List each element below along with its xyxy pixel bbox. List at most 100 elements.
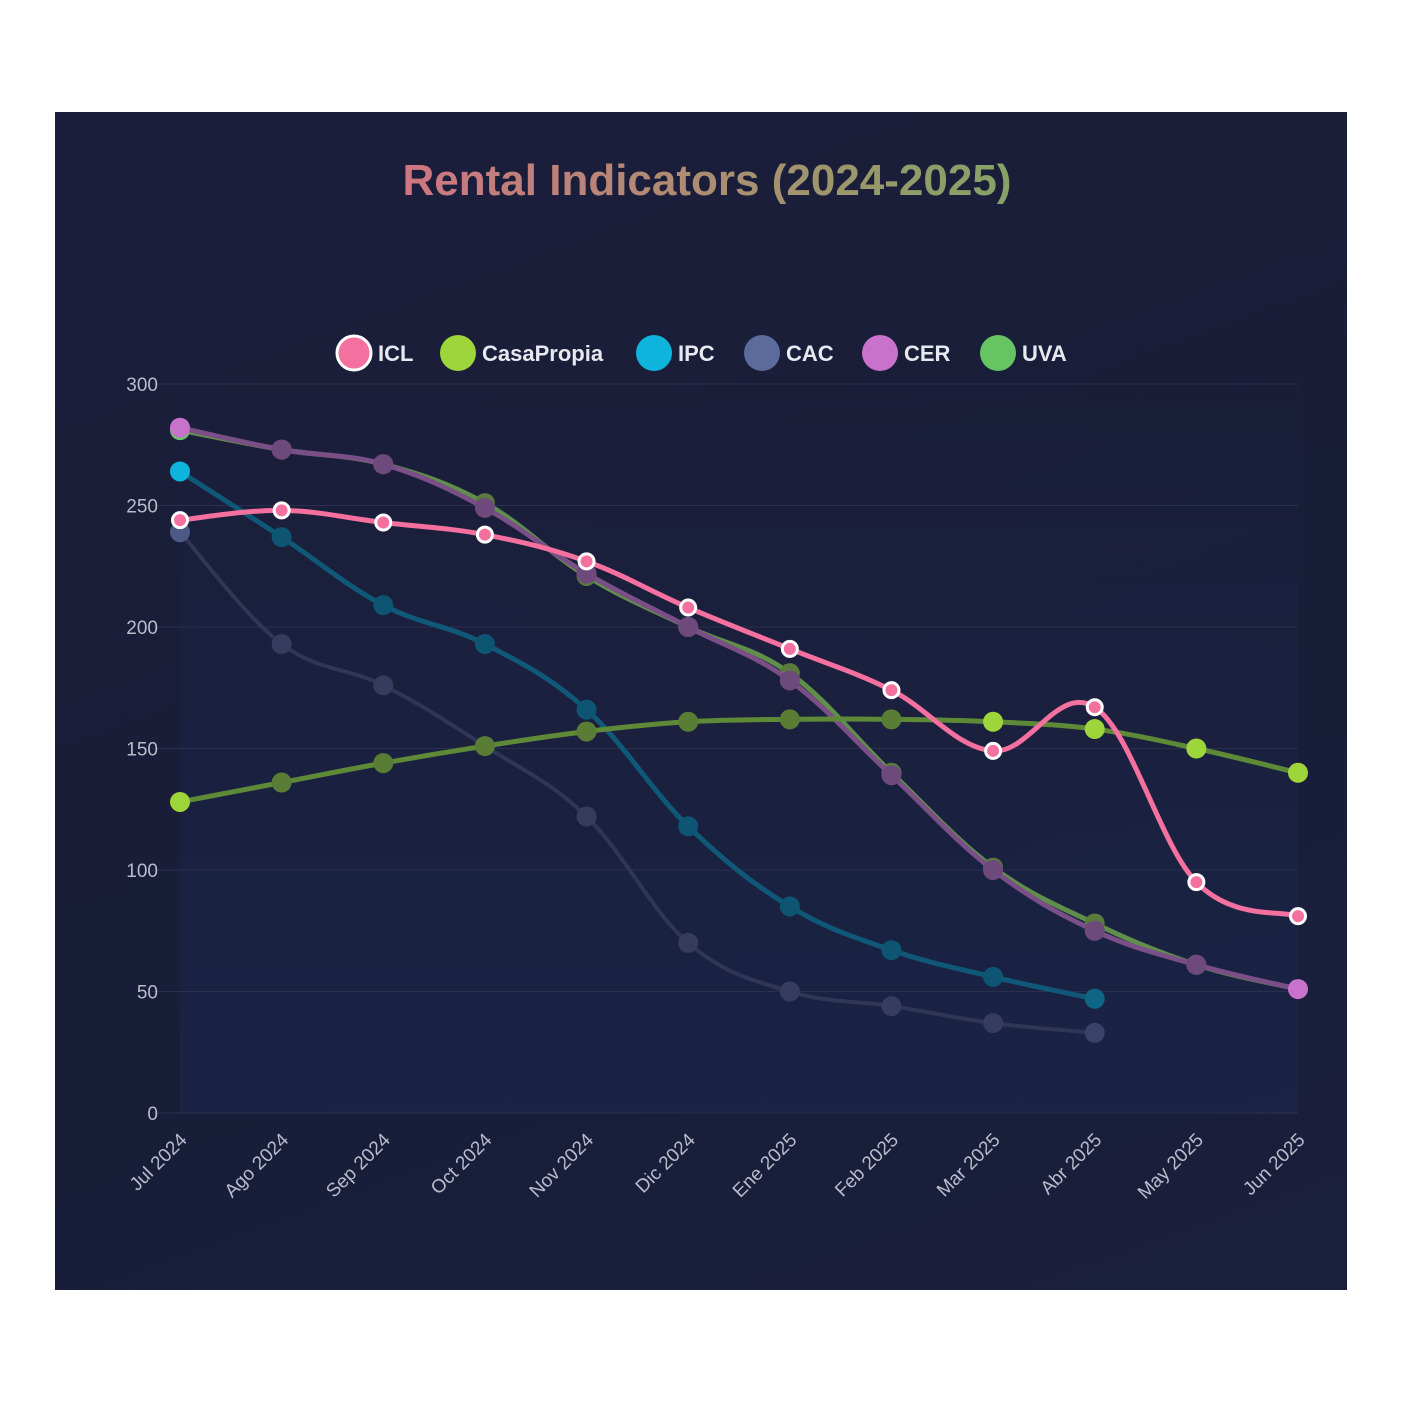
y-tick-label: 100 xyxy=(126,861,158,882)
x-tick-label: Jun 2025 xyxy=(1239,1130,1309,1200)
x-tick-label: Abr 2025 xyxy=(1037,1130,1106,1199)
series-cer xyxy=(170,417,1308,1000)
y-tick-label: 200 xyxy=(126,618,158,639)
x-tick-label: Ene 2025 xyxy=(729,1130,801,1202)
data-point-casapropia[interactable] xyxy=(881,709,902,730)
legend-label: IPC xyxy=(678,341,715,366)
data-point-ipc[interactable] xyxy=(881,940,902,961)
data-point-cer[interactable] xyxy=(983,860,1004,880)
legend-item-uva[interactable]: UVA xyxy=(980,335,1067,371)
data-point-cer[interactable] xyxy=(779,670,800,691)
data-point-cer[interactable] xyxy=(881,765,902,786)
data-point-cer[interactable] xyxy=(1186,954,1207,975)
series-ipc xyxy=(170,461,1105,1009)
data-point-casapropia[interactable] xyxy=(1288,762,1308,783)
data-point-casapropia[interactable] xyxy=(983,711,1004,732)
data-point-icl[interactable] xyxy=(882,681,901,700)
legend-swatch xyxy=(335,334,373,372)
y-tick-label: 0 xyxy=(147,1104,158,1125)
data-point-ipc[interactable] xyxy=(373,595,394,616)
legend-label: CER xyxy=(904,341,951,366)
data-point-ipc[interactable] xyxy=(1084,988,1105,1009)
data-point-ipc[interactable] xyxy=(983,966,1004,987)
x-tick-label: May 2025 xyxy=(1134,1130,1208,1204)
legend-swatch xyxy=(440,335,476,371)
data-point-cer[interactable] xyxy=(1084,920,1105,941)
data-point-cer[interactable] xyxy=(1288,979,1308,1000)
data-point-casapropia[interactable] xyxy=(1186,738,1207,759)
data-point-cac[interactable] xyxy=(271,634,292,655)
legend-swatch xyxy=(636,335,672,371)
series-casapropia xyxy=(170,709,1308,812)
data-point-icl[interactable] xyxy=(1187,873,1206,892)
data-point-cac[interactable] xyxy=(373,675,394,696)
legend-label: ICL xyxy=(378,341,413,366)
y-tick-label: 250 xyxy=(126,497,158,518)
series-line-cac xyxy=(178,530,1097,1035)
legend-label: CAC xyxy=(786,341,834,366)
data-point-ipc[interactable] xyxy=(779,896,800,917)
legend-label: CasaPropia xyxy=(482,341,604,366)
data-point-icl[interactable] xyxy=(1289,907,1307,926)
data-point-cer[interactable] xyxy=(373,454,394,475)
x-tick-label: Oct 2024 xyxy=(427,1129,497,1199)
data-point-casapropia[interactable] xyxy=(271,772,292,793)
y-tick-label: 50 xyxy=(137,983,158,1004)
data-point-cer[interactable] xyxy=(474,497,495,518)
data-point-casapropia[interactable] xyxy=(474,736,495,757)
data-point-icl[interactable] xyxy=(171,511,189,530)
legend-item-cac[interactable]: CAC xyxy=(744,335,834,371)
data-point-ipc[interactable] xyxy=(474,634,495,655)
x-tick-label: Mar 2025 xyxy=(933,1130,1005,1202)
data-point-icl[interactable] xyxy=(780,639,799,658)
x-tick-label: Ago 2024 xyxy=(221,1129,294,1202)
data-point-ipc[interactable] xyxy=(576,699,597,720)
chart-panel: Rental Indicators (2024-2025) 0 50 100 150 2… xyxy=(55,112,1347,1290)
data-point-ipc[interactable] xyxy=(678,816,699,837)
legend-item-icl[interactable]: ICL xyxy=(335,334,413,372)
legend-label: UVA xyxy=(1022,341,1067,366)
data-point-cer[interactable] xyxy=(271,439,292,460)
legend-swatch xyxy=(980,335,1016,371)
data-point-casapropia[interactable] xyxy=(373,753,394,774)
data-point-cac[interactable] xyxy=(779,981,800,1002)
data-point-icl[interactable] xyxy=(577,552,596,571)
data-point-casapropia[interactable] xyxy=(170,791,190,812)
data-point-cer[interactable] xyxy=(678,617,699,637)
y-tick-label: 300 xyxy=(126,375,158,396)
data-point-cac[interactable] xyxy=(881,996,902,1017)
x-tick-label: Jul 2024 xyxy=(126,1129,192,1195)
x-tick-label: Nov 2024 xyxy=(526,1129,599,1202)
data-point-casapropia[interactable] xyxy=(678,711,699,732)
x-tick-label: Feb 2025 xyxy=(831,1130,903,1202)
data-point-icl[interactable] xyxy=(374,513,393,532)
data-point-cac[interactable] xyxy=(576,806,597,827)
x-tick-label: Dic 2024 xyxy=(632,1129,700,1197)
data-point-icl[interactable] xyxy=(475,525,494,544)
series-line-ipc xyxy=(177,468,1098,1002)
data-point-icl[interactable] xyxy=(984,741,1003,760)
data-point-ipc[interactable] xyxy=(271,527,292,548)
legend-swatch xyxy=(862,335,898,371)
data-point-icl[interactable] xyxy=(1085,698,1104,717)
data-point-cac[interactable] xyxy=(983,1013,1004,1034)
chart-title: Rental Indicators (2024-2025) xyxy=(403,156,1012,205)
data-point-cer[interactable] xyxy=(170,417,190,438)
data-point-casapropia[interactable] xyxy=(576,721,597,742)
data-point-icl[interactable] xyxy=(272,501,291,520)
series-cac xyxy=(170,522,1105,1043)
data-point-cac[interactable] xyxy=(678,932,699,953)
data-point-casapropia[interactable] xyxy=(1084,719,1105,740)
data-point-icl[interactable] xyxy=(679,598,698,617)
legend-item-cer[interactable]: CER xyxy=(862,335,951,371)
line-chart: Rental Indicators (2024-2025) 0 50 100 150 2… xyxy=(126,156,1310,1204)
series-line-casapropia xyxy=(177,716,1301,805)
data-point-casapropia[interactable] xyxy=(779,709,800,730)
data-point-cac[interactable] xyxy=(1084,1022,1105,1043)
data-point-ipc[interactable] xyxy=(170,461,190,482)
legend-item-ipc[interactable]: IPC xyxy=(636,335,715,371)
legend-item-casapropia[interactable]: CasaPropia xyxy=(440,335,604,371)
series-icl xyxy=(171,501,1307,926)
legend-swatch xyxy=(744,335,780,371)
x-tick-label: Sep 2024 xyxy=(322,1129,395,1202)
